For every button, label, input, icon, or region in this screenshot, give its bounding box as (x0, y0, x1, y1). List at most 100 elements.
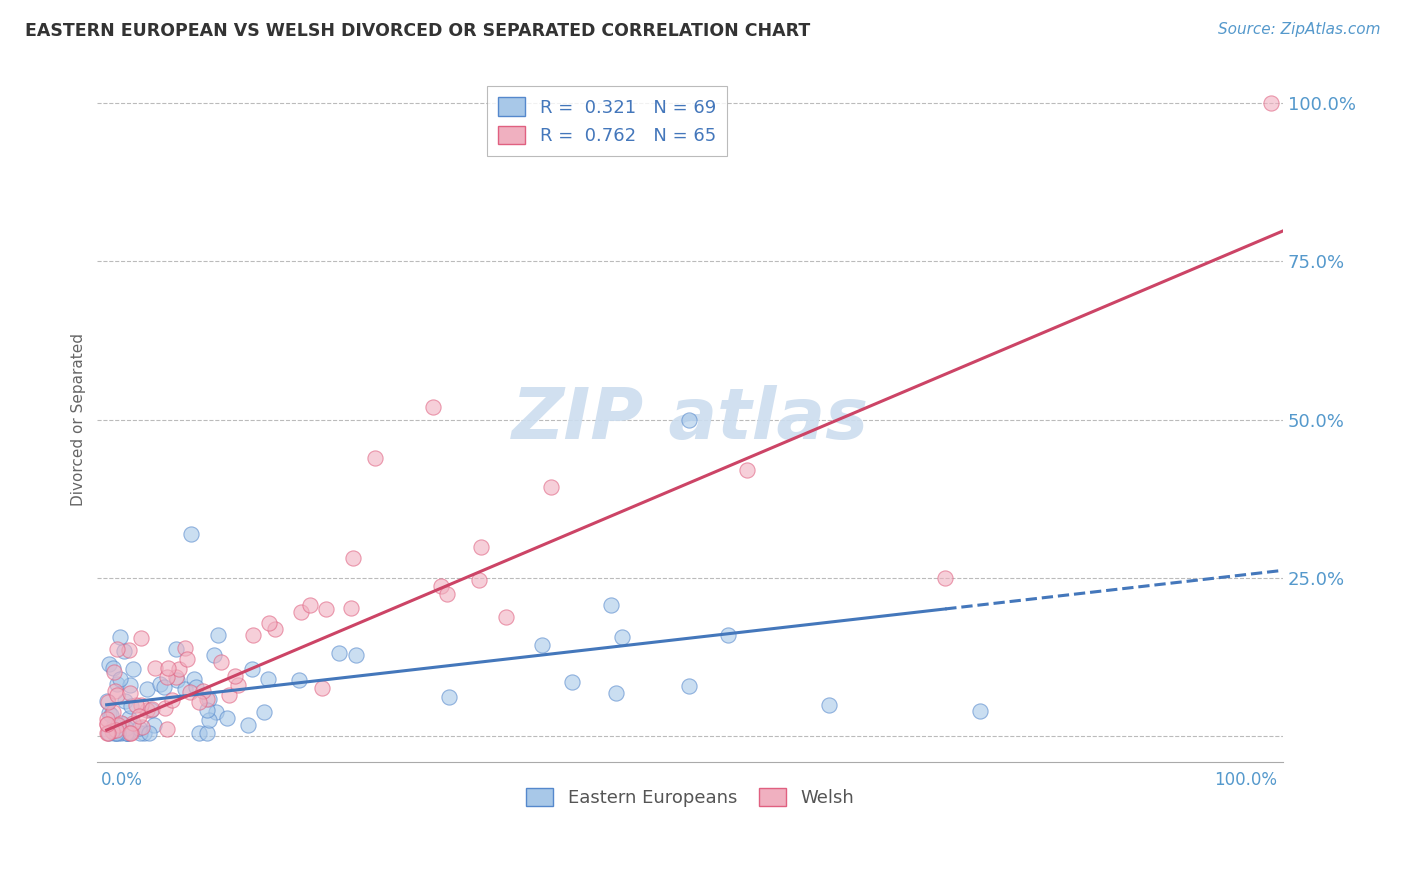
Point (470, 541, 492, 555)
Point (115, 726, 138, 740)
Point (156, 723, 179, 737)
Point (131, 720, 153, 734)
Point (195, 726, 218, 740)
Point (495, 610, 517, 624)
Point (131, 698, 153, 713)
Y-axis label: Divorced or Separated: Divorced or Separated (72, 333, 86, 506)
Point (122, 662, 145, 676)
Point (118, 711, 141, 725)
Point (311, 681, 333, 695)
Point (184, 680, 207, 694)
Point (430, 579, 453, 593)
Point (110, 726, 132, 740)
Point (141, 702, 163, 716)
Point (344, 648, 367, 663)
Text: ZIP atlas: ZIP atlas (512, 385, 869, 454)
Point (195, 692, 218, 706)
Point (97, 706, 120, 720)
Point (103, 726, 125, 740)
Point (138, 726, 160, 740)
Point (115, 721, 138, 735)
Point (363, 450, 385, 465)
Point (166, 641, 188, 656)
Point (143, 661, 166, 675)
Point (678, 412, 700, 426)
Point (167, 662, 190, 676)
Point (136, 703, 159, 717)
Point (103, 665, 125, 679)
Point (101, 724, 124, 739)
Point (198, 713, 221, 727)
Point (108, 673, 131, 687)
Point (143, 718, 166, 732)
Point (96, 717, 118, 731)
Point (288, 673, 311, 687)
Point (183, 672, 205, 686)
Point (290, 605, 312, 619)
Point (139, 703, 162, 717)
Point (101, 705, 124, 719)
Point (120, 698, 142, 713)
Point (165, 670, 187, 684)
Point (188, 726, 211, 740)
Text: Source: ZipAtlas.com: Source: ZipAtlas.com (1218, 22, 1381, 37)
Point (128, 722, 150, 736)
Point (678, 679, 700, 693)
Point (118, 677, 141, 691)
Point (149, 677, 172, 691)
Point (120, 726, 142, 740)
Point (107, 718, 129, 732)
Point (204, 706, 226, 720)
Point (117, 726, 139, 740)
Point (105, 726, 128, 740)
Point (176, 652, 198, 666)
Point (104, 684, 127, 698)
Point (211, 655, 233, 669)
Point (157, 661, 180, 675)
Point (156, 670, 179, 684)
Point (422, 400, 444, 414)
Point (253, 705, 276, 719)
Point (202, 648, 225, 663)
Point (242, 628, 264, 642)
Point (131, 631, 153, 645)
Point (735, 463, 758, 477)
Point (166, 673, 188, 687)
Point (107, 726, 129, 740)
Point (132, 726, 155, 740)
Point (128, 726, 150, 740)
Point (197, 691, 219, 706)
Text: EASTERN EUROPEAN VS WELSH DIVORCED OR SEPARATED CORRELATION CHART: EASTERN EUROPEAN VS WELSH DIVORCED OR SE… (25, 22, 810, 40)
Point (342, 550, 364, 565)
Point (179, 685, 201, 699)
Point (115, 726, 138, 740)
Point (717, 628, 740, 642)
Point (299, 598, 322, 612)
Point (257, 672, 280, 686)
Point (97, 726, 120, 740)
Text: 0.0%: 0.0% (101, 772, 143, 789)
Point (153, 701, 176, 715)
Point (104, 726, 127, 740)
Point (103, 717, 125, 731)
Legend: Eastern Europeans, Welsh: Eastern Europeans, Welsh (519, 780, 862, 814)
Point (174, 640, 197, 655)
Point (610, 630, 633, 644)
Point (969, 704, 991, 718)
Point (96, 717, 118, 731)
Point (110, 716, 132, 731)
Point (242, 662, 264, 676)
Point (100, 708, 122, 723)
Point (128, 708, 150, 723)
Point (218, 688, 240, 702)
Point (96, 712, 118, 726)
Point (105, 642, 128, 657)
Point (122, 715, 145, 730)
Point (97, 726, 120, 740)
Point (195, 703, 218, 717)
Point (263, 622, 285, 636)
Point (339, 601, 361, 615)
Point (117, 642, 139, 657)
Point (104, 723, 127, 738)
Point (125, 698, 148, 712)
